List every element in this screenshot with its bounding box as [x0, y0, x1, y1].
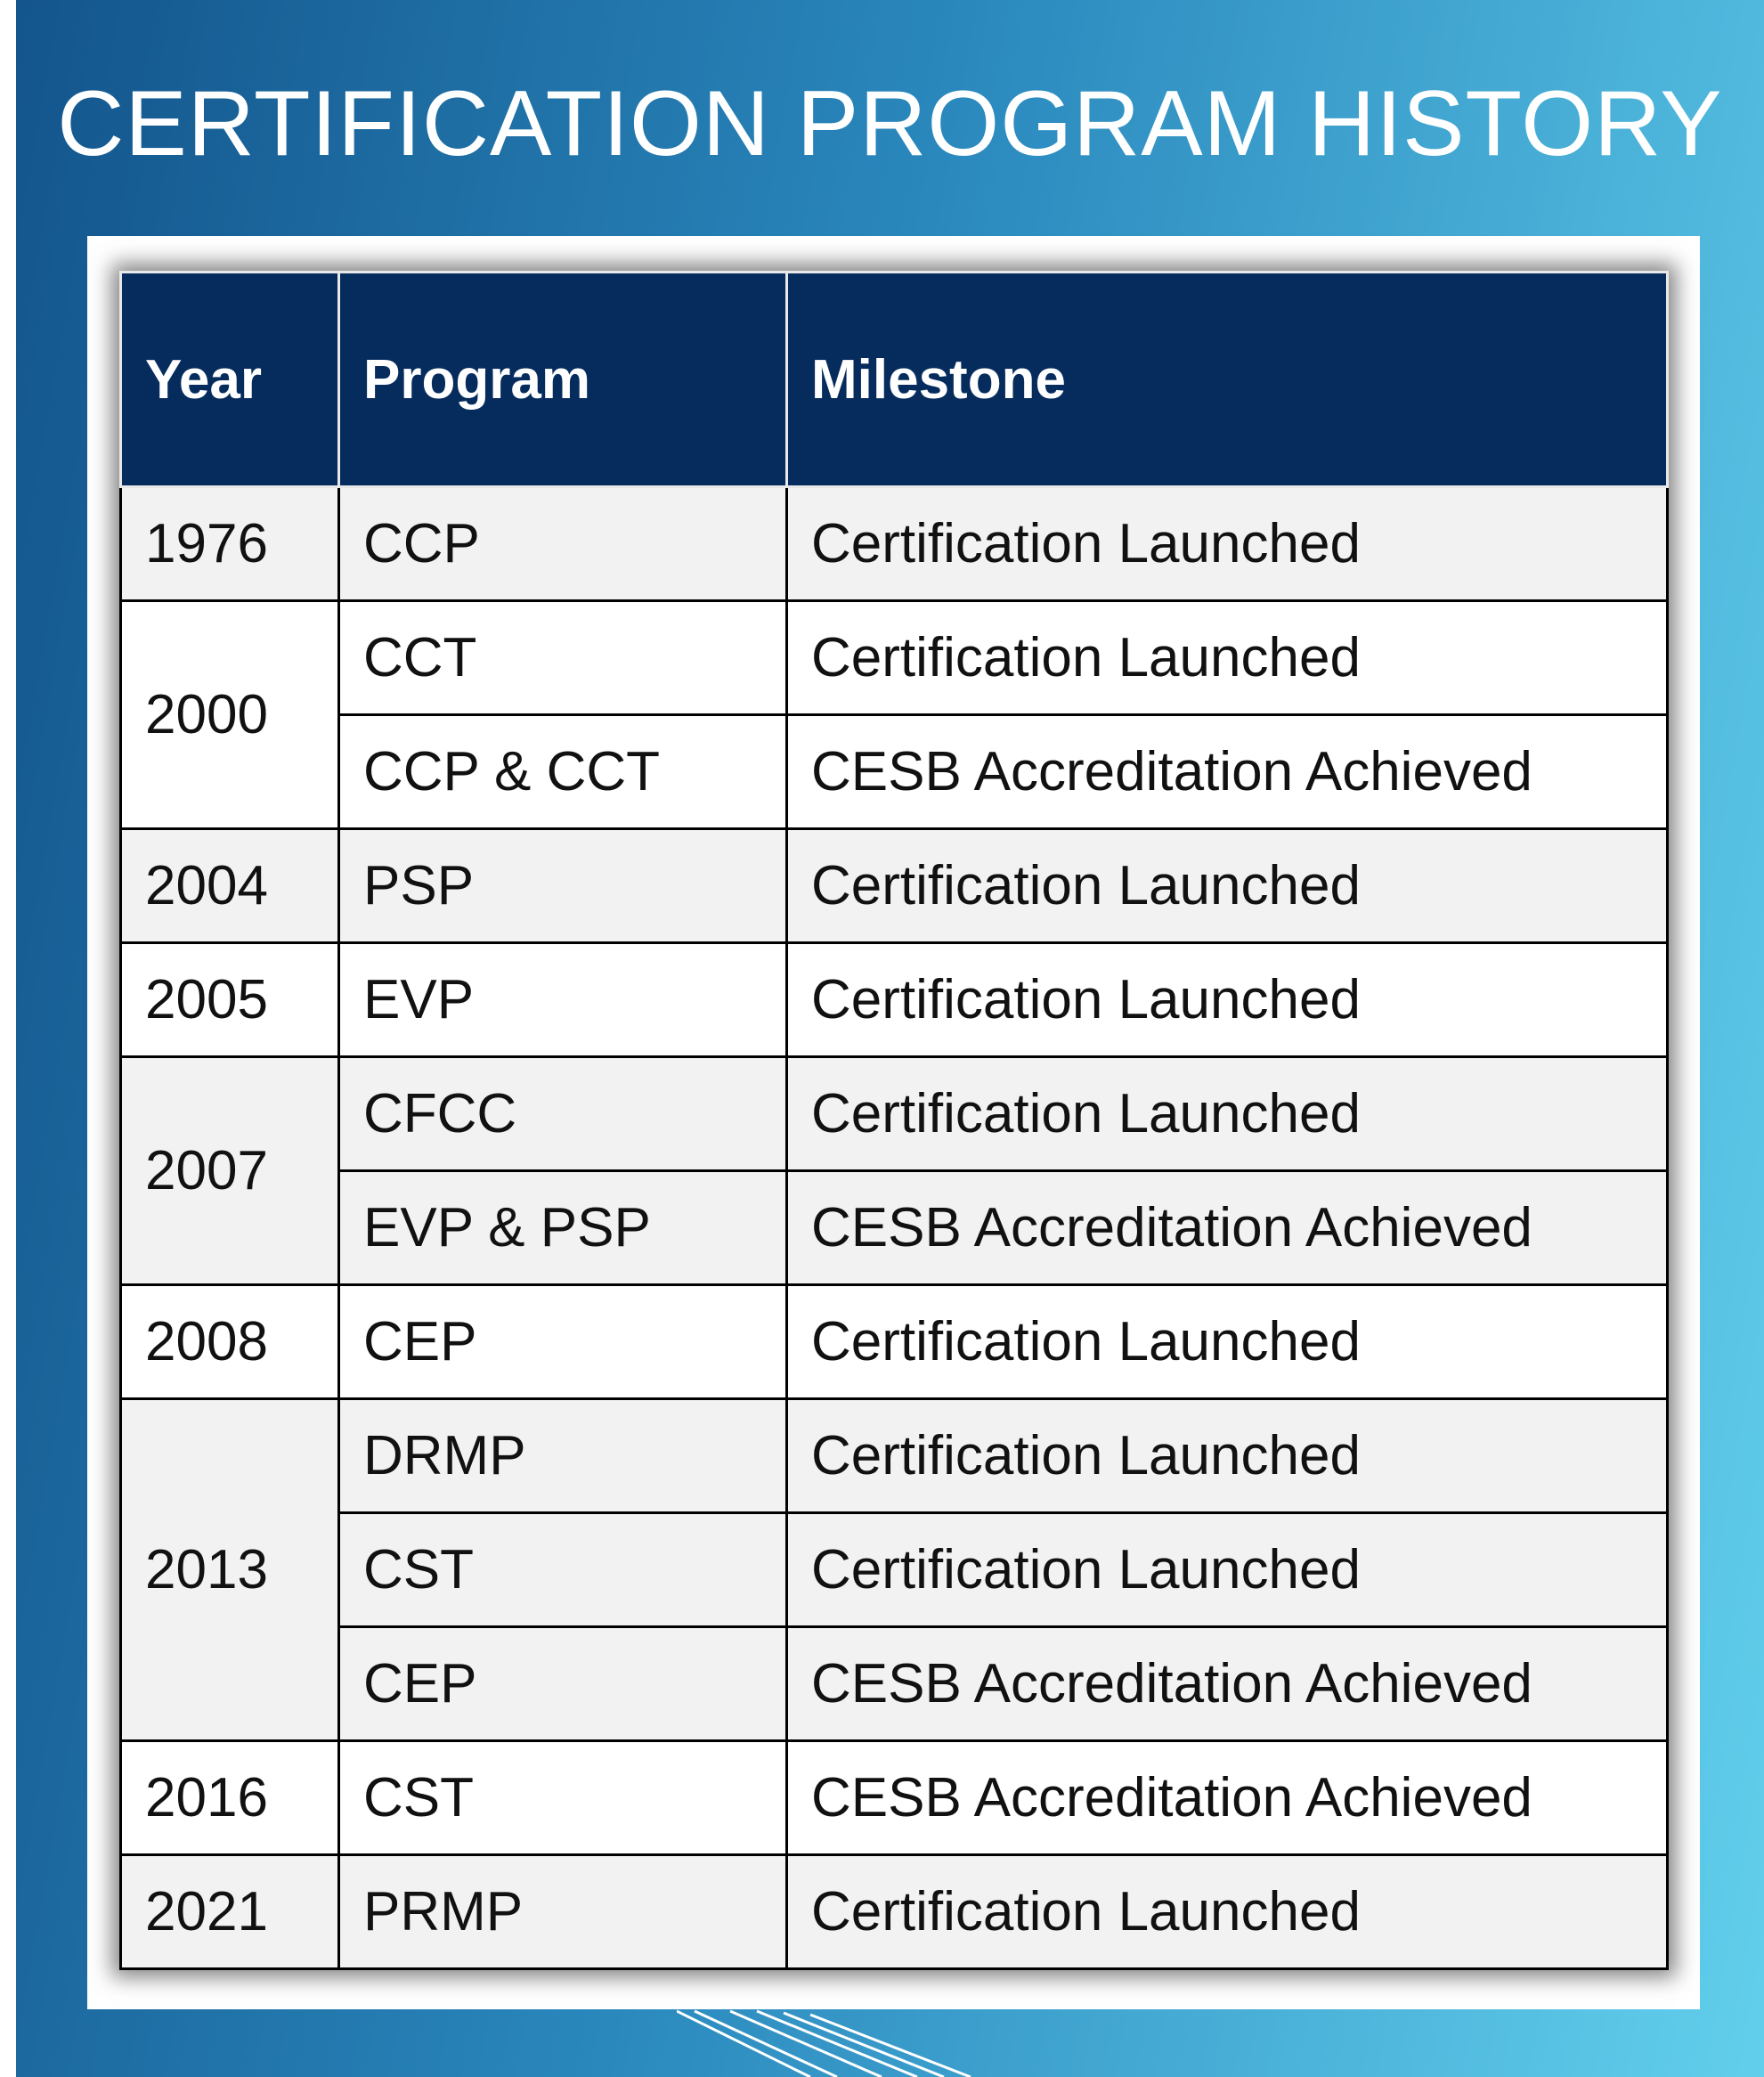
decoration: [677, 2009, 971, 2077]
table-row: CST Certification Launched: [120, 1511, 1669, 1628]
milestone-cell: Certification Launched: [785, 1511, 1669, 1628]
table-row: 2000 CCT Certification Launched: [119, 599, 1669, 830]
header-row: Year Program Milestone: [119, 271, 1669, 488]
program-cell: CFCC: [337, 1055, 788, 1172]
program-cell: EVP: [337, 941, 788, 1058]
milestone-cell: CESB Accreditation Achieved: [785, 1739, 1669, 1856]
program-cell: CCT: [337, 599, 788, 716]
milestone-cell: Certification Launched: [785, 1055, 1669, 1172]
table-row: 2008 CEP Certification Launched: [119, 1283, 1669, 1400]
year-cell: 2004: [119, 827, 340, 944]
year-cell: 2005: [119, 941, 340, 1058]
column-header: Program: [337, 271, 788, 488]
milestone-cell: CESB Accreditation Achieved: [785, 1169, 1669, 1286]
program-cell: PSP: [337, 827, 788, 944]
table-row: EVP & PSP CESB Accreditation Achieved: [120, 1169, 1669, 1286]
milestone-cell: Certification Launched: [785, 1397, 1669, 1514]
milestone-cell: Certification Launched: [785, 1283, 1669, 1400]
milestone-cell: CESB Accreditation Achieved: [785, 713, 1669, 830]
program-cell: CEP: [337, 1283, 788, 1400]
column-header: Milestone: [785, 271, 1669, 488]
year-cell: 2000: [119, 599, 340, 830]
milestone-cell: CESB Accreditation Achieved: [785, 1625, 1669, 1742]
program-cell: DRMP: [337, 1397, 788, 1514]
table-row: 2016 CST CESB Accreditation Achieved: [119, 1739, 1669, 1856]
milestone-cell: Certification Launched: [785, 485, 1669, 602]
milestone-cell: Certification Launched: [785, 941, 1669, 1058]
program-cell: CCP & CCT: [337, 713, 788, 830]
milestone-cell: Certification Launched: [785, 827, 1669, 944]
table-row: 2004 PSP Certification Launched: [119, 827, 1669, 944]
program-cell: CST: [337, 1739, 788, 1856]
program-cell: CST: [337, 1511, 788, 1628]
history-table: Year Program Milestone 1976 CCP Certificat…: [119, 271, 1669, 1970]
table-row: CCP & CCT CESB Accreditation Achieved: [120, 713, 1669, 830]
milestone-cell: Certification Launched: [785, 1853, 1669, 1970]
table-row: 2005 EVP Certification Launched: [119, 941, 1669, 1058]
program-cell: EVP & PSP: [337, 1169, 788, 1286]
table-row: 2007 CFCC Certification Launched: [119, 1055, 1669, 1286]
year-cell: 2016: [119, 1739, 340, 1856]
table-row: 1976 CCP Certification Launched: [119, 485, 1669, 602]
year-cell: 1976: [119, 485, 340, 602]
program-cell: PRMP: [337, 1853, 788, 1970]
year-cell: 2008: [119, 1283, 340, 1400]
year-cell: 2021: [119, 1853, 340, 1970]
program-cell: CEP: [337, 1625, 788, 1742]
slide-title: CERTIFICATION PROGRAM HISTORY: [57, 72, 1723, 175]
year-cell: 2013: [119, 1397, 340, 1742]
year-cell: 2007: [119, 1055, 340, 1286]
column-header: Year: [119, 271, 340, 488]
table-row: 2021 PRMP Certification Launched: [119, 1853, 1669, 1970]
program-cell: CCP: [337, 485, 788, 602]
table-row: 2013 DRMP Certification Launched: [119, 1397, 1669, 1742]
milestone-cell: Certification Launched: [785, 599, 1669, 716]
table-row: CEP CESB Accreditation Achieved: [120, 1625, 1669, 1742]
